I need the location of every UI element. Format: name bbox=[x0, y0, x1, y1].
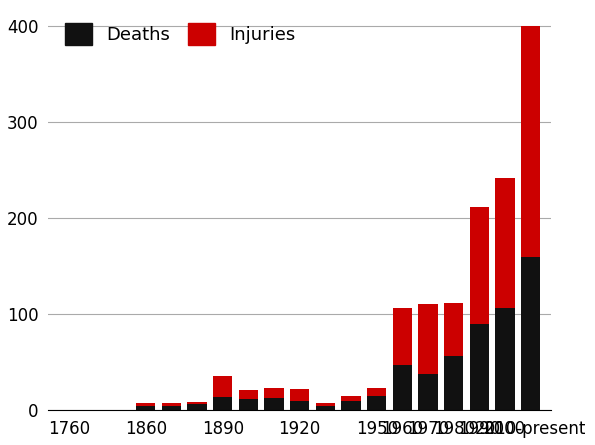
Bar bbox=[264, 398, 284, 410]
Bar bbox=[290, 389, 309, 401]
Bar bbox=[316, 406, 335, 410]
Bar bbox=[367, 388, 386, 396]
Bar bbox=[264, 388, 284, 398]
Bar bbox=[290, 401, 309, 410]
Bar bbox=[239, 390, 258, 399]
Legend: Deaths, Injuries: Deaths, Injuries bbox=[57, 16, 303, 53]
Bar bbox=[342, 396, 361, 401]
Bar bbox=[521, 26, 540, 257]
Bar bbox=[393, 307, 412, 365]
Bar bbox=[496, 178, 515, 307]
Bar bbox=[187, 402, 206, 404]
Bar bbox=[187, 404, 206, 410]
Bar bbox=[239, 399, 258, 410]
Bar bbox=[469, 207, 489, 324]
Bar bbox=[162, 403, 181, 405]
Bar bbox=[136, 403, 155, 405]
Bar bbox=[469, 324, 489, 410]
Bar bbox=[418, 304, 438, 374]
Bar bbox=[367, 396, 386, 410]
Bar bbox=[444, 356, 464, 410]
Bar bbox=[213, 397, 233, 410]
Bar bbox=[162, 405, 181, 410]
Bar bbox=[393, 365, 412, 410]
Bar bbox=[342, 401, 361, 410]
Bar bbox=[136, 405, 155, 410]
Bar bbox=[213, 376, 233, 397]
Bar bbox=[444, 303, 464, 356]
Bar bbox=[521, 257, 540, 410]
Bar bbox=[316, 403, 335, 406]
Bar bbox=[496, 307, 515, 410]
Bar bbox=[418, 374, 438, 410]
